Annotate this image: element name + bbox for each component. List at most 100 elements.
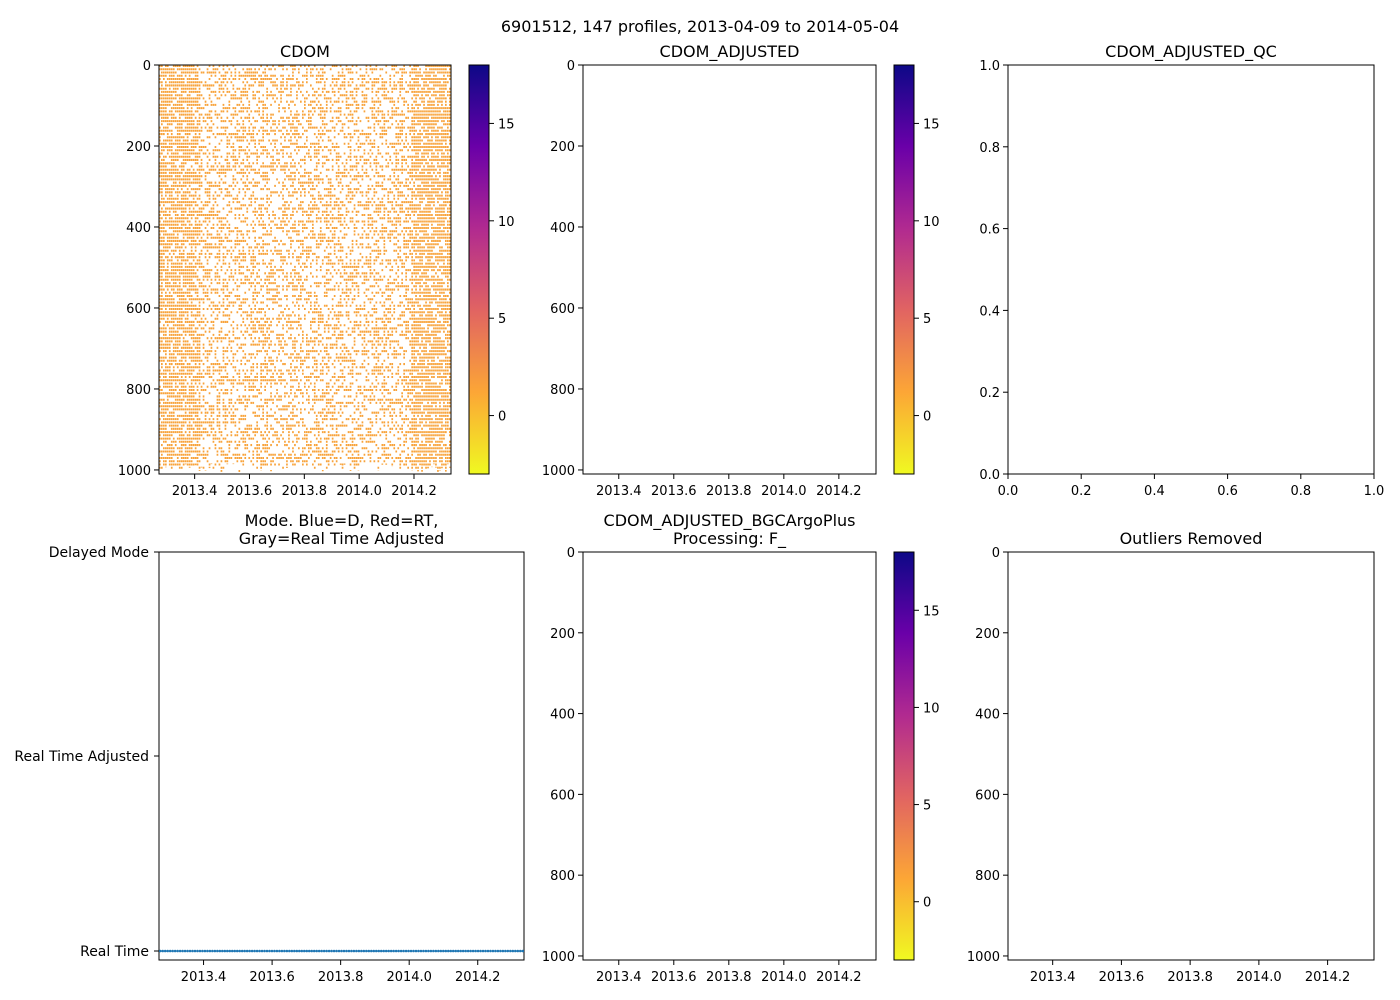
- mode-point: [347, 949, 351, 953]
- mode-point: [250, 949, 254, 953]
- x-tick-label: 2014.2: [816, 970, 862, 985]
- x-tick-label: 0.4: [1144, 484, 1165, 499]
- mode-point: [429, 949, 433, 953]
- x-tick-label: 2013.8: [1167, 970, 1213, 985]
- mode-point: [270, 949, 274, 953]
- y-tick-label: 0.6: [979, 223, 1000, 238]
- mode-point: [412, 949, 415, 953]
- mode-point: [365, 949, 368, 953]
- mode-point: [211, 949, 214, 953]
- mode-point: [201, 949, 204, 953]
- y-tick-label: 400: [975, 708, 1000, 723]
- subplot-title: Mode. Blue=D, Red=RT,: [245, 511, 439, 530]
- mode-point: [424, 949, 428, 953]
- colorbar-tick-label: 0: [923, 410, 931, 425]
- x-tick-label: 2014.2: [455, 970, 501, 985]
- mode-point: [481, 949, 485, 953]
- mode-point: [496, 949, 500, 953]
- mode-point: [422, 949, 425, 953]
- x-tick-label: 0.6: [1217, 484, 1238, 499]
- mode-point: [263, 949, 266, 953]
- axes-frame: [1007, 64, 1375, 475]
- mode-point: [216, 949, 219, 953]
- y-tick-label: 600: [550, 788, 575, 803]
- x-tick-label: 2014.0: [761, 484, 807, 499]
- colorbar-tick-label: 5: [498, 312, 506, 327]
- mode-point: [297, 949, 301, 953]
- mode-point: [158, 949, 162, 953]
- mode-point: [238, 949, 241, 953]
- colorbar-tick-label: 15: [923, 117, 940, 132]
- mode-point: [434, 949, 438, 953]
- mode-point: [357, 949, 361, 953]
- y-tick-label: 1000: [542, 950, 575, 965]
- y-category-label: Delayed Mode: [49, 545, 149, 561]
- x-tick-label: 2013.6: [1099, 970, 1145, 985]
- x-tick-label: 2013.8: [706, 970, 752, 985]
- mode-point: [235, 949, 239, 953]
- mode-point: [253, 949, 256, 953]
- mode-point: [454, 949, 458, 953]
- subplot-title-line2: Processing: F_: [673, 529, 787, 549]
- x-tick-label: 2013.8: [706, 484, 752, 499]
- mode-point: [186, 949, 189, 953]
- y-tick-label: 0.2: [979, 386, 1000, 401]
- y-tick-label: 200: [550, 140, 575, 155]
- mode-point: [355, 949, 358, 953]
- mode-point: [392, 949, 395, 953]
- mode-point: [484, 949, 487, 953]
- y-tick-label: 600: [550, 302, 575, 317]
- mode-point: [372, 949, 376, 953]
- mode-point: [521, 949, 525, 953]
- mode-point: [285, 949, 289, 953]
- x-tick-label: 2013.6: [651, 970, 697, 985]
- mode-point: [461, 949, 465, 953]
- colorbar: [468, 64, 490, 475]
- cdom-data-cells: [159, 65, 451, 472]
- mode-point: [327, 949, 331, 953]
- mode-point: [501, 949, 505, 953]
- y-tick-label: 800: [550, 383, 575, 398]
- cdom-heatmap-cells: [159, 65, 451, 472]
- colorbar-tick-label: 0: [498, 410, 506, 425]
- mode-point: [265, 949, 269, 953]
- mode-point: [516, 949, 520, 953]
- mode-point: [245, 949, 249, 953]
- mode-point: [491, 949, 495, 953]
- mode-point: [332, 949, 336, 953]
- x-tick-label: 2013.4: [1030, 970, 1076, 985]
- mode-point: [273, 949, 276, 953]
- mode-point: [337, 949, 341, 953]
- x-tick-label: 2013.8: [318, 970, 364, 985]
- mode-point: [176, 949, 179, 953]
- x-tick-label: 2014.2: [816, 484, 862, 499]
- axes-frame: [1007, 551, 1375, 961]
- x-tick-label: 2013.4: [596, 970, 642, 985]
- x-tick-label: 2014.2: [1305, 970, 1351, 985]
- axes-frame: [158, 551, 525, 961]
- subplot-title: CDOM: [280, 42, 330, 61]
- mode-point: [427, 949, 430, 953]
- y-tick-label: 1.0: [979, 59, 1000, 74]
- mode-point: [317, 949, 321, 953]
- colorbar: [893, 551, 915, 961]
- x-tick-label: 0.2: [1071, 484, 1092, 499]
- mode-point: [437, 949, 440, 953]
- mode-point: [171, 949, 174, 953]
- mode-point: [417, 949, 420, 953]
- y-tick-label: 800: [126, 383, 151, 398]
- x-tick-label: 2013.8: [282, 484, 328, 499]
- mode-point: [208, 949, 212, 953]
- axes-frame: [158, 64, 452, 475]
- mode-point: [183, 949, 187, 953]
- x-tick-label: 0.8: [1290, 484, 1311, 499]
- mode-point: [218, 949, 222, 953]
- mode-point: [439, 949, 443, 953]
- axes-frame: [582, 551, 877, 961]
- mode-point: [213, 949, 217, 953]
- mode-point: [404, 949, 408, 953]
- subplot-title: CDOM_ADJUSTED_QC: [1105, 42, 1277, 62]
- mode-point: [221, 949, 224, 953]
- mode-point: [362, 949, 366, 953]
